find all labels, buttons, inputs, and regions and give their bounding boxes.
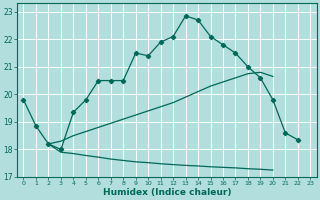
X-axis label: Humidex (Indice chaleur): Humidex (Indice chaleur) — [103, 188, 231, 197]
